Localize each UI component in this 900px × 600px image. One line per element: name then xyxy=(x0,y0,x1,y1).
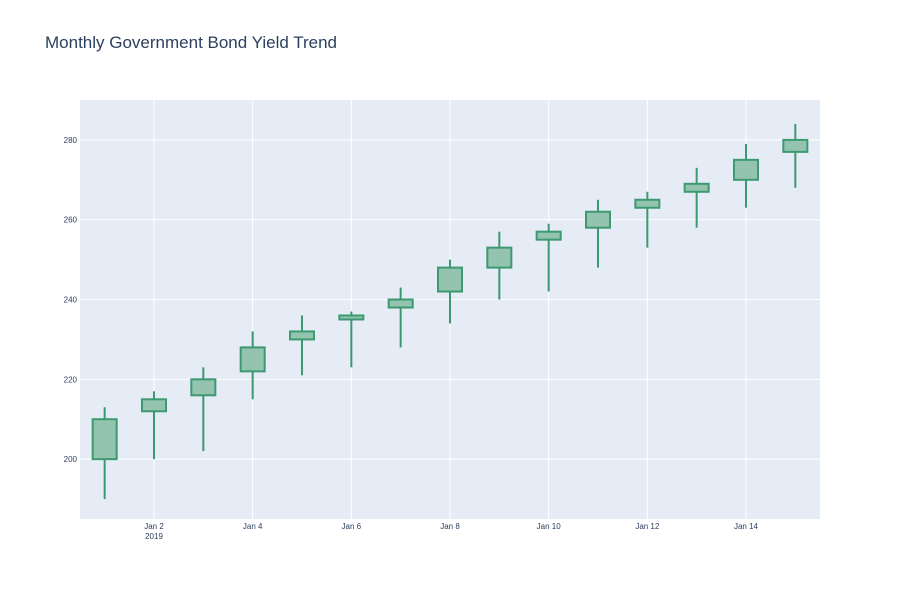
y-tick-label: 200 xyxy=(64,455,78,464)
candle xyxy=(289,315,315,376)
candle xyxy=(387,287,414,348)
candle xyxy=(683,167,710,228)
candle xyxy=(782,123,809,188)
candle-body xyxy=(486,246,513,269)
candle-body xyxy=(782,138,809,153)
candle xyxy=(239,331,266,400)
candle-body xyxy=(387,298,414,309)
candle-body xyxy=(338,314,365,321)
x-tick-label: Jan 10 xyxy=(537,522,562,531)
y-tick-label: 280 xyxy=(64,136,78,145)
candles xyxy=(91,123,809,500)
candle xyxy=(486,231,513,300)
candle xyxy=(190,367,217,452)
candle-body xyxy=(683,182,710,193)
x-tick-label: Jan 2 xyxy=(144,522,164,531)
candle-body xyxy=(535,230,562,241)
candle xyxy=(634,191,661,248)
candle-body xyxy=(190,378,217,397)
candle-body xyxy=(289,330,315,341)
candle-body xyxy=(91,418,118,461)
candle-body xyxy=(634,198,661,209)
chart-title: Monthly Government Bond Yield Trend xyxy=(45,33,337,52)
x-tick-label: Jan 14 xyxy=(734,522,759,531)
x-tick-label: Jan 8 xyxy=(440,522,460,531)
y-tick-label: 240 xyxy=(64,296,78,305)
candle-body xyxy=(437,266,463,293)
x-tick-label: Jan 6 xyxy=(342,522,362,531)
candle xyxy=(535,223,562,292)
candle xyxy=(91,407,118,500)
x-tick-label: Jan 12 xyxy=(635,522,660,531)
candle-body xyxy=(733,158,759,181)
candle xyxy=(585,199,611,268)
candle xyxy=(141,391,167,460)
x-tick-sublabel: 2019 xyxy=(145,532,163,541)
candle xyxy=(733,143,759,208)
y-tick-label: 260 xyxy=(64,216,78,225)
candle xyxy=(338,311,365,368)
candle xyxy=(437,259,463,324)
y-tick-label: 220 xyxy=(64,375,78,384)
gridlines xyxy=(80,100,820,519)
candle-body xyxy=(141,398,167,413)
candle-body xyxy=(239,346,266,373)
y-axis-ticks: 200 220 240 260 280 xyxy=(64,136,78,464)
x-tick-label: Jan 4 xyxy=(243,522,263,531)
candle-body xyxy=(585,210,611,229)
